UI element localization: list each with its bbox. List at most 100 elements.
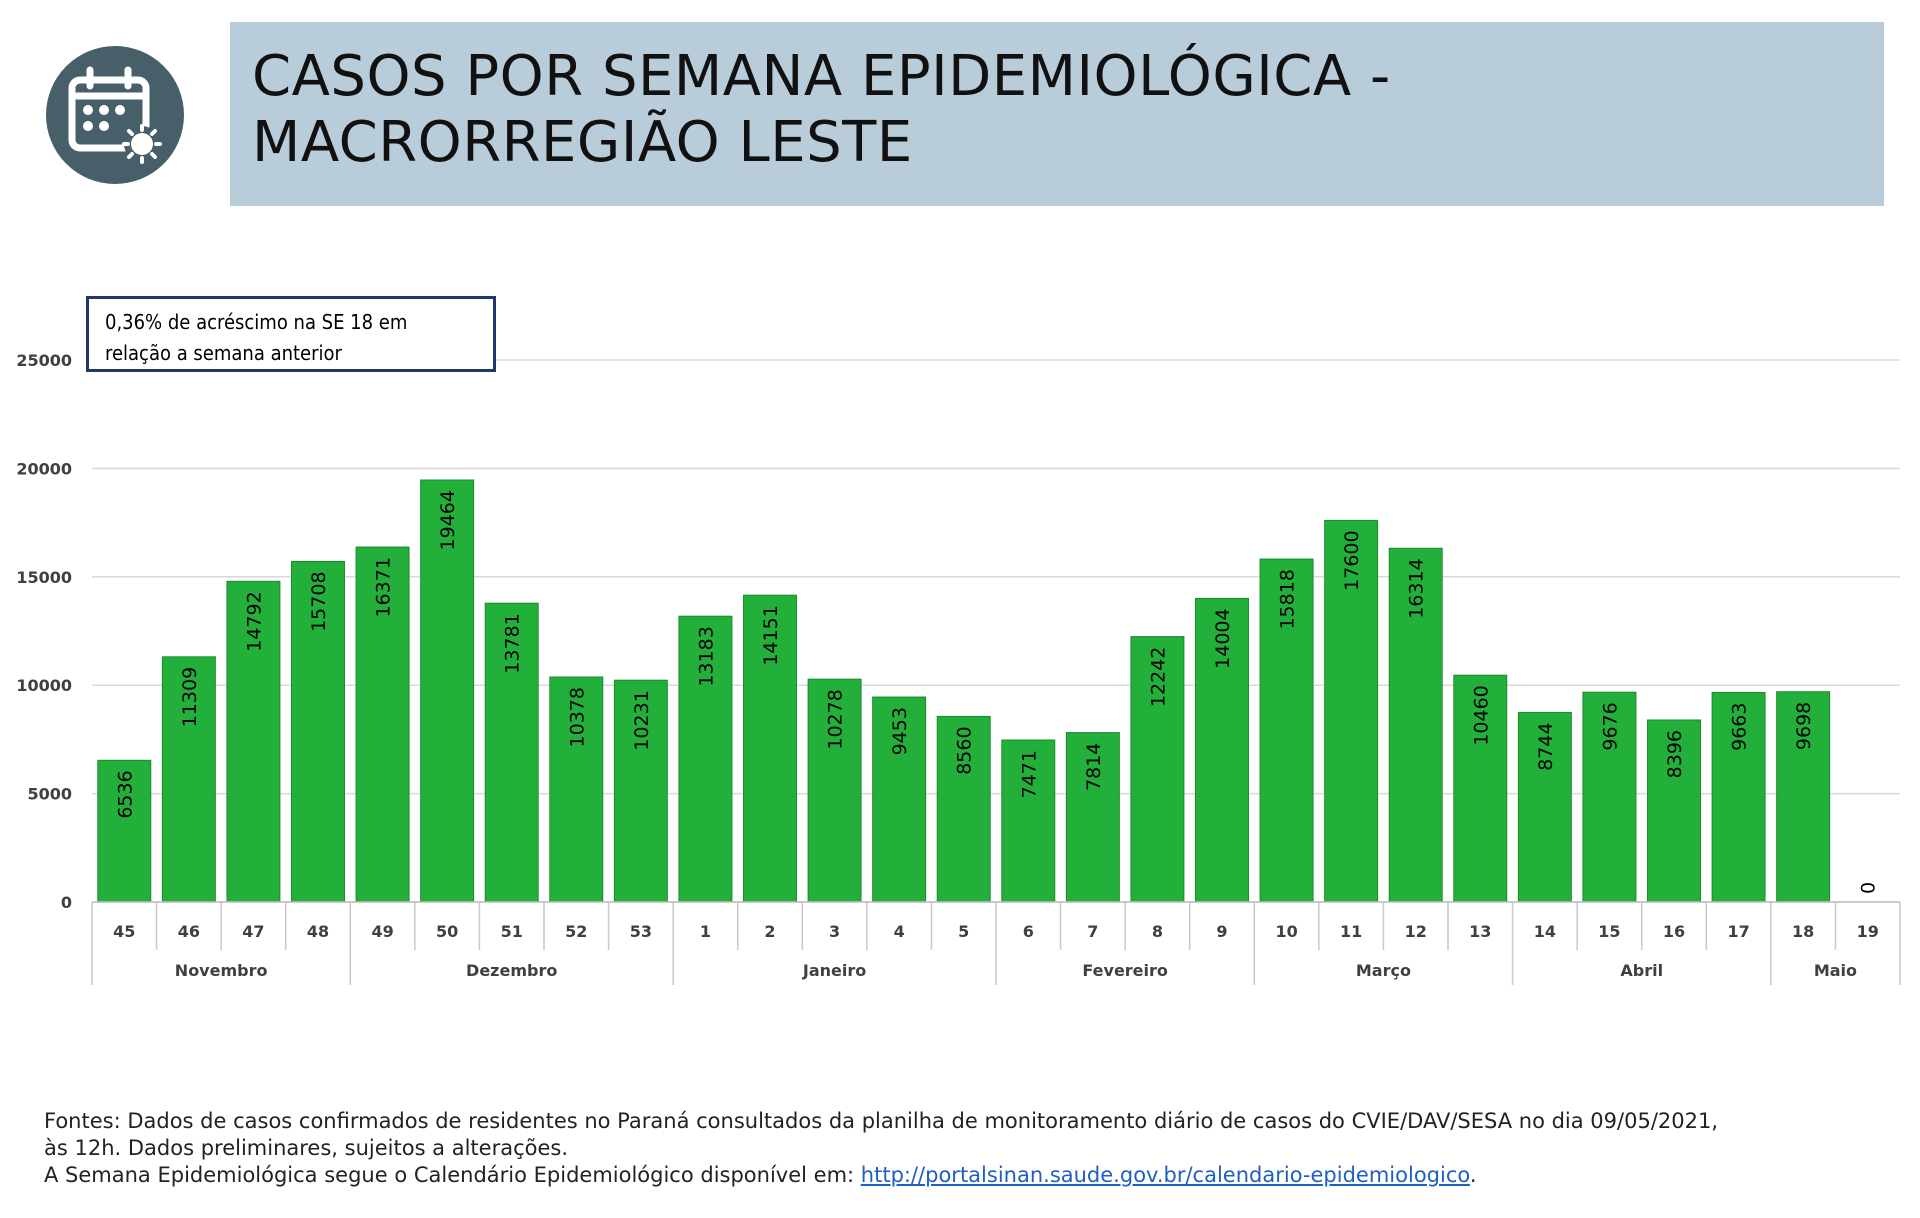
bar-value-label-2: 14151 [760, 605, 782, 665]
x-tick-label-53: 53 [630, 922, 652, 941]
bar-17 [1711, 692, 1766, 903]
x-tick-label-9: 9 [1216, 922, 1227, 941]
month-label-4: Março [1356, 961, 1411, 980]
bar-value-label-3: 10278 [825, 689, 847, 749]
bar-2 [743, 594, 797, 903]
month-label-0: Novembro [175, 961, 268, 980]
bar-4 [872, 696, 927, 903]
bar-5 [936, 715, 991, 903]
x-tick-label-45: 45 [113, 922, 135, 941]
bar-value-label-47: 14792 [243, 591, 265, 651]
bar-9 [1195, 597, 1249, 903]
x-tick-label-17: 17 [1727, 922, 1749, 941]
bar-value-label-49: 16371 [373, 557, 395, 617]
bar-value-label-13: 10460 [1470, 685, 1492, 745]
month-label-3: Fevereiro [1082, 961, 1168, 980]
bar-value-label-52: 10378 [566, 687, 588, 747]
bar-18 [1776, 691, 1831, 903]
month-label-6: Maio [1814, 961, 1857, 980]
bar-value-label-5: 8560 [954, 726, 976, 774]
x-tick-label-10: 10 [1275, 922, 1297, 941]
bar-value-label-16: 8396 [1664, 730, 1686, 778]
bar-value-label-4: 9453 [889, 707, 911, 755]
x-tick-label-46: 46 [178, 922, 200, 941]
x-tick-label-18: 18 [1792, 922, 1814, 941]
x-tick-label-14: 14 [1534, 922, 1556, 941]
x-tick-label-6: 6 [1023, 922, 1034, 941]
bar-value-label-14: 8744 [1535, 722, 1557, 770]
x-tick-label-19: 19 [1857, 922, 1879, 941]
bar-value-label-53: 10231 [631, 690, 653, 750]
bar-value-label-50: 19464 [437, 490, 459, 550]
bar-7 [1065, 732, 1120, 903]
bar-1 [678, 615, 733, 903]
month-label-5: Abril [1620, 961, 1663, 980]
bar-12 [1388, 547, 1443, 903]
bar-value-label-8: 12242 [1147, 647, 1169, 707]
bar-6 [1001, 739, 1056, 903]
bar-value-label-15: 9676 [1599, 702, 1621, 750]
bar-10 [1259, 558, 1314, 903]
x-tick-label-4: 4 [894, 922, 905, 941]
bar-50 [420, 479, 475, 903]
title-banner: CASOS POR SEMANA EPIDEMIOLÓGICA - MACROR… [230, 22, 1884, 206]
weekly-cases-bar-chart: 0500010000150002000025000653645113094614… [16, 351, 1901, 985]
bar-value-label-51: 13781 [502, 613, 524, 673]
x-tick-label-13: 13 [1469, 922, 1491, 941]
x-tick-label-49: 49 [371, 922, 393, 941]
y-tick-label-1: 5000 [27, 785, 72, 804]
callout-line-2: relação a semana anterior [105, 341, 342, 365]
bar-48 [291, 560, 345, 903]
x-tick-label-16: 16 [1663, 922, 1685, 941]
bar-15 [1582, 691, 1637, 903]
callout-line-1: 0,36% de acréscimo na SE 18 em [105, 310, 408, 334]
y-tick-label-3: 15000 [16, 568, 72, 587]
bar-8 [1130, 636, 1185, 903]
bar-13 [1453, 674, 1508, 903]
bar-14 [1517, 711, 1572, 903]
x-tick-label-50: 50 [436, 922, 458, 941]
calendar-virus-icon [46, 46, 184, 184]
bar-value-label-11: 17600 [1341, 530, 1363, 590]
y-tick-label-0: 0 [61, 893, 72, 912]
bar-value-label-6: 7471 [1018, 750, 1040, 798]
bar-value-label-12: 16314 [1406, 558, 1428, 618]
bar-49 [355, 546, 410, 903]
x-tick-label-11: 11 [1340, 922, 1362, 941]
bar-value-label-7: 7814 [1083, 743, 1105, 791]
x-tick-label-2: 2 [764, 922, 775, 941]
x-tick-label-12: 12 [1405, 922, 1427, 941]
month-label-1: Dezembro [466, 961, 557, 980]
bar-51 [484, 602, 539, 903]
x-tick-label-51: 51 [501, 922, 523, 941]
x-tick-label-48: 48 [307, 922, 329, 941]
sources-footer: Fontes: Dados de casos confirmados de re… [44, 1108, 1894, 1189]
x-tick-label-8: 8 [1152, 922, 1163, 941]
bar-16 [1647, 719, 1701, 903]
y-tick-label-5: 25000 [16, 351, 72, 370]
x-tick-label-5: 5 [958, 922, 969, 941]
bar-value-label-17: 9663 [1729, 703, 1751, 751]
page-title: CASOS POR SEMANA EPIDEMIOLÓGICA - MACROR… [252, 44, 1812, 176]
bar-value-label-48: 15708 [308, 571, 330, 631]
x-tick-label-15: 15 [1598, 922, 1620, 941]
calendar-link[interactable]: http://portalsinan.saude.gov.br/calendar… [860, 1163, 1470, 1187]
x-tick-label-47: 47 [242, 922, 264, 941]
bar-53 [613, 679, 668, 903]
x-tick-label-3: 3 [829, 922, 840, 941]
footer-line-1: Fontes: Dados de casos confirmados de re… [44, 1109, 1719, 1133]
bar-value-label-1: 13183 [695, 626, 717, 686]
footer-line-3: A Semana Epidemiológica segue o Calendár… [44, 1162, 1894, 1189]
footer-line-3-suffix: . [1469, 1163, 1477, 1187]
bar-value-label-18: 9698 [1793, 702, 1815, 750]
bar-value-label-46: 11309 [179, 667, 201, 727]
bar-value-label-10: 15818 [1277, 569, 1299, 629]
title-line-2: MACRORREGIÃO LESTE [252, 110, 913, 175]
bar-value-label-19: 0 [1858, 882, 1880, 894]
footer-line-2: às 12h. Dados preliminares, sujeitos a a… [44, 1136, 569, 1160]
bar-value-label-45: 6536 [114, 770, 136, 818]
month-label-2: Janeiro [802, 961, 866, 980]
bar-11 [1324, 519, 1379, 903]
bar-value-label-9: 14004 [1212, 608, 1234, 668]
x-tick-label-52: 52 [565, 922, 587, 941]
